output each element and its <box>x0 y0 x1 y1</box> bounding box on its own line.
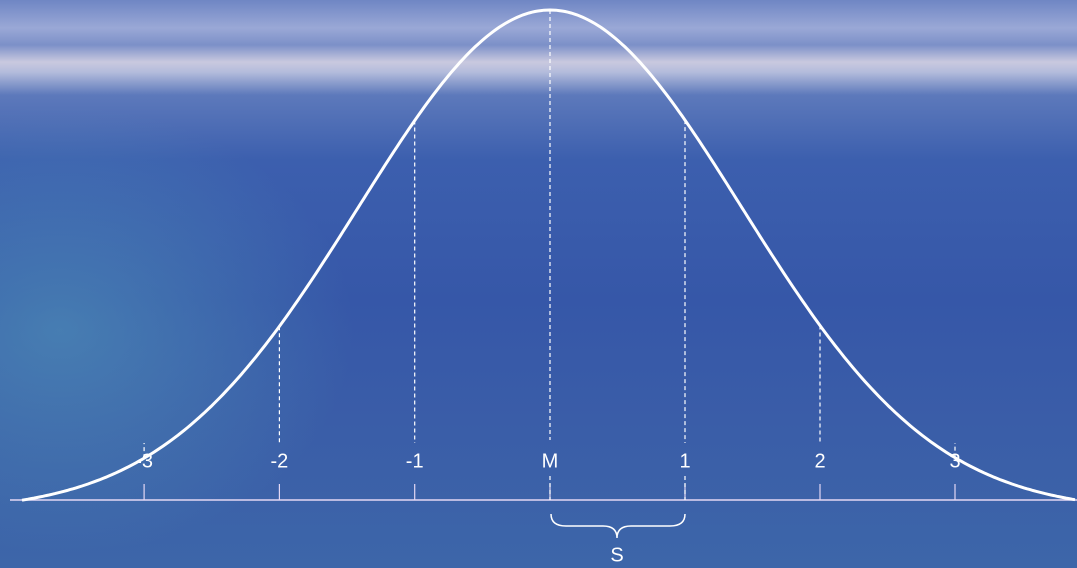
axis-label: 3 <box>949 450 960 472</box>
brace <box>551 514 685 538</box>
axis-label: -3 <box>135 450 153 472</box>
axis-label: 1 <box>679 450 690 472</box>
axis-label: 2 <box>814 450 825 472</box>
normal-curve-diagram: S -3 -2 -1 M 1 2 3 <box>0 0 1077 568</box>
axis-label: -2 <box>271 450 289 472</box>
brace-label: S <box>610 544 623 566</box>
axis-label: -1 <box>406 450 424 472</box>
bell-curve <box>22 10 1075 500</box>
axis-label: M <box>542 450 559 472</box>
